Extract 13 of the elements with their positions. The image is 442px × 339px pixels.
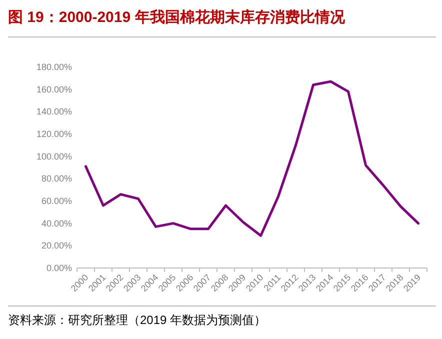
y-tick-label: 120.00% bbox=[36, 129, 72, 139]
line-series bbox=[84, 80, 420, 237]
y-tick-label: 100.00% bbox=[36, 151, 72, 162]
y-tick-label: 140.00% bbox=[36, 106, 72, 117]
y-tick-label: 0.00% bbox=[46, 263, 72, 273]
y-tick-label: 60.00% bbox=[41, 196, 72, 206]
y-tick-label: 20.00% bbox=[41, 240, 72, 251]
text: 资料来源：研究所整理（2019 年数据为预测值） bbox=[8, 313, 266, 327]
chart-title: 图 19：2000-2019 年我国棉花期末库存消费比情况 bbox=[8, 8, 346, 26]
y-tick-label: 40.00% bbox=[41, 218, 72, 228]
y-tick-label: 160.00% bbox=[36, 84, 72, 94]
y-tick-label: 80.00% bbox=[41, 174, 72, 184]
y-tick-label: 180.00% bbox=[36, 62, 72, 72]
